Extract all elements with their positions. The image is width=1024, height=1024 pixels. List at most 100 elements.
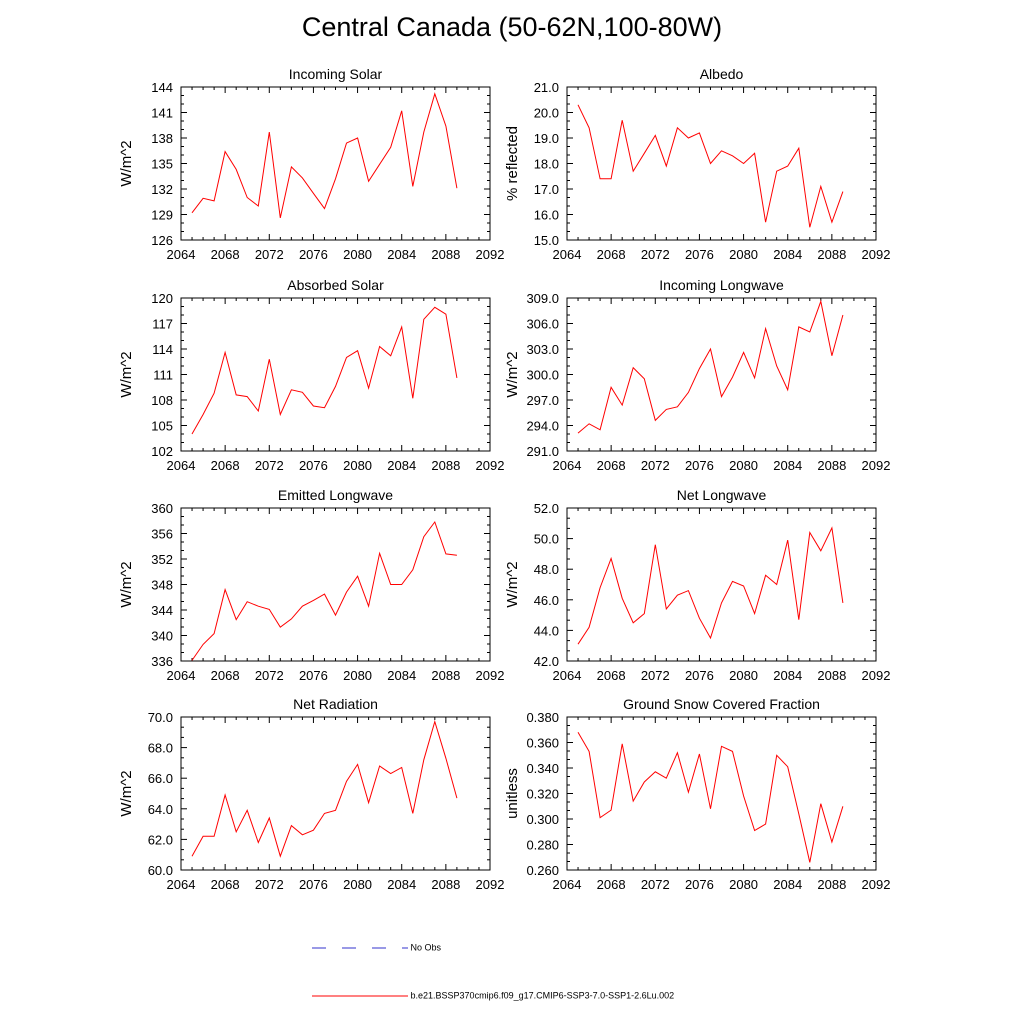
y-tick-label: 68.0 [148,741,173,756]
plot-frame [180,297,491,452]
y-tick-label: 344 [151,603,173,618]
x-tick-label: 2092 [862,458,891,473]
legend-swatch-no-obs [312,947,408,949]
y-tick-label: 66.0 [148,771,173,786]
y-tick-label: 356 [151,527,173,542]
chart-panel-7: Ground Snow Covered Fraction unitless 2064… [504,696,890,892]
y-tick-label: 0.280 [526,838,559,853]
x-tick-label: 2092 [476,877,505,892]
y-tick-label: 19.0 [534,131,559,146]
plot-frame [180,507,491,662]
y-tick-label: 42.0 [534,654,559,669]
x-tick-label: 2092 [476,668,505,683]
y-axis-label: W/m^2 [118,140,135,186]
y-tick-label: 48.0 [534,562,559,577]
chart-panel-4: Emitted Longwave W/m^2 2064 2068 2072 2076 208… [118,487,504,683]
y-tick-label: 46.0 [534,593,559,608]
y-tick-label: 300.0 [526,368,559,383]
y-axis-label: % reflected [504,126,521,201]
x-tick-label: 2064 [167,668,196,683]
x-tick-label: 2064 [167,458,196,473]
x-tick-label: 2072 [255,877,284,892]
x-tick-label: 2072 [255,247,284,262]
x-tick-label: 2076 [685,458,714,473]
x-tick-label: 2084 [387,247,416,262]
x-tick-label: 2076 [685,877,714,892]
y-tick-label: 0.340 [526,761,559,776]
x-tick-label: 2080 [729,458,758,473]
chart-title: Ground Snow Covered Fraction [623,696,820,712]
x-tick-label: 2068 [211,668,240,683]
chart-title: Incoming Solar [289,66,383,82]
y-axis-label: W/m^2 [504,351,521,397]
x-tick-label: 2092 [862,668,891,683]
x-tick-label: 2088 [817,668,846,683]
x-tick-label: 2084 [773,458,802,473]
chart-panel-0: Incoming Solar W/m^2 2064 2068 2072 2076 2080 2… [118,66,504,262]
x-tick-label: 2092 [862,877,891,892]
x-tick-label: 2080 [729,877,758,892]
y-tick-label: 135 [151,157,173,172]
y-tick-label: 126 [151,233,173,248]
x-tick-label: 2088 [817,877,846,892]
x-tick-label: 2080 [343,458,372,473]
x-tick-label: 2084 [773,877,802,892]
x-tick-label: 2064 [553,877,582,892]
plot-frame [566,507,877,662]
y-tick-label: 16.0 [534,208,559,223]
y-axis-label: W/m^2 [118,351,135,397]
y-tick-label: 102 [151,444,173,459]
legend-item-model-run: b.e21.BSSP370cmip6.f09_g17.CMIP6-SSP3-7.… [312,990,674,1002]
y-tick-label: 70.0 [148,710,173,725]
x-tick-label: 2068 [211,247,240,262]
x-tick-label: 2072 [641,877,670,892]
chart-panel-1: Albedo % reflected 2064 2068 2072 2076 2080 208… [504,66,890,262]
x-tick-label: 2068 [597,247,626,262]
x-tick-label: 2072 [255,668,284,683]
chart-title: Emitted Longwave [278,487,393,503]
x-tick-label: 2072 [255,458,284,473]
chart-panel-6: Net Radiation W/m^2 2064 2068 2072 2076 2080 20… [118,696,504,892]
series-line-0 [577,526,844,645]
y-tick-label: 20.0 [534,106,559,121]
y-tick-label: 297.0 [526,393,559,408]
x-tick-label: 2080 [729,668,758,683]
x-tick-label: 2064 [553,458,582,473]
y-tick-label: 336 [151,654,173,669]
y-tick-label: 50.0 [534,532,559,547]
x-tick-label: 2076 [299,247,328,262]
y-tick-label: 0.380 [526,710,559,725]
y-tick-label: 340 [151,629,173,644]
y-tick-label: 15.0 [534,233,559,248]
legend-swatch-model-run [312,995,408,997]
y-tick-label: 360 [151,501,173,516]
y-tick-label: 60.0 [148,863,173,878]
y-tick-label: 111 [153,368,173,383]
x-tick-label: 2064 [553,247,582,262]
y-tick-label: 117 [152,317,173,332]
series-line-0 [577,104,844,228]
y-tick-label: 138 [151,131,173,146]
y-tick-label: 108 [151,393,173,408]
y-tick-label: 352 [151,552,173,567]
x-tick-label: 2084 [773,668,802,683]
x-tick-label: 2068 [597,668,626,683]
x-tick-label: 2080 [343,247,372,262]
y-tick-label: 17.0 [534,182,559,197]
chart-title: Albedo [700,66,744,82]
y-tick-label: 0.360 [526,736,559,751]
x-tick-label: 2088 [431,877,460,892]
y-tick-label: 18.0 [534,157,559,172]
series-line-0 [191,719,458,858]
x-tick-label: 2064 [167,877,196,892]
series-line-0 [191,520,457,661]
x-tick-label: 2092 [476,458,505,473]
x-tick-label: 2076 [299,877,328,892]
y-tick-label: 21.0 [534,80,559,95]
plot-frame [566,716,877,871]
x-tick-label: 2088 [431,247,460,262]
x-tick-label: 2092 [862,247,891,262]
y-tick-label: 0.300 [526,812,559,827]
y-tick-label: 132 [151,182,173,197]
